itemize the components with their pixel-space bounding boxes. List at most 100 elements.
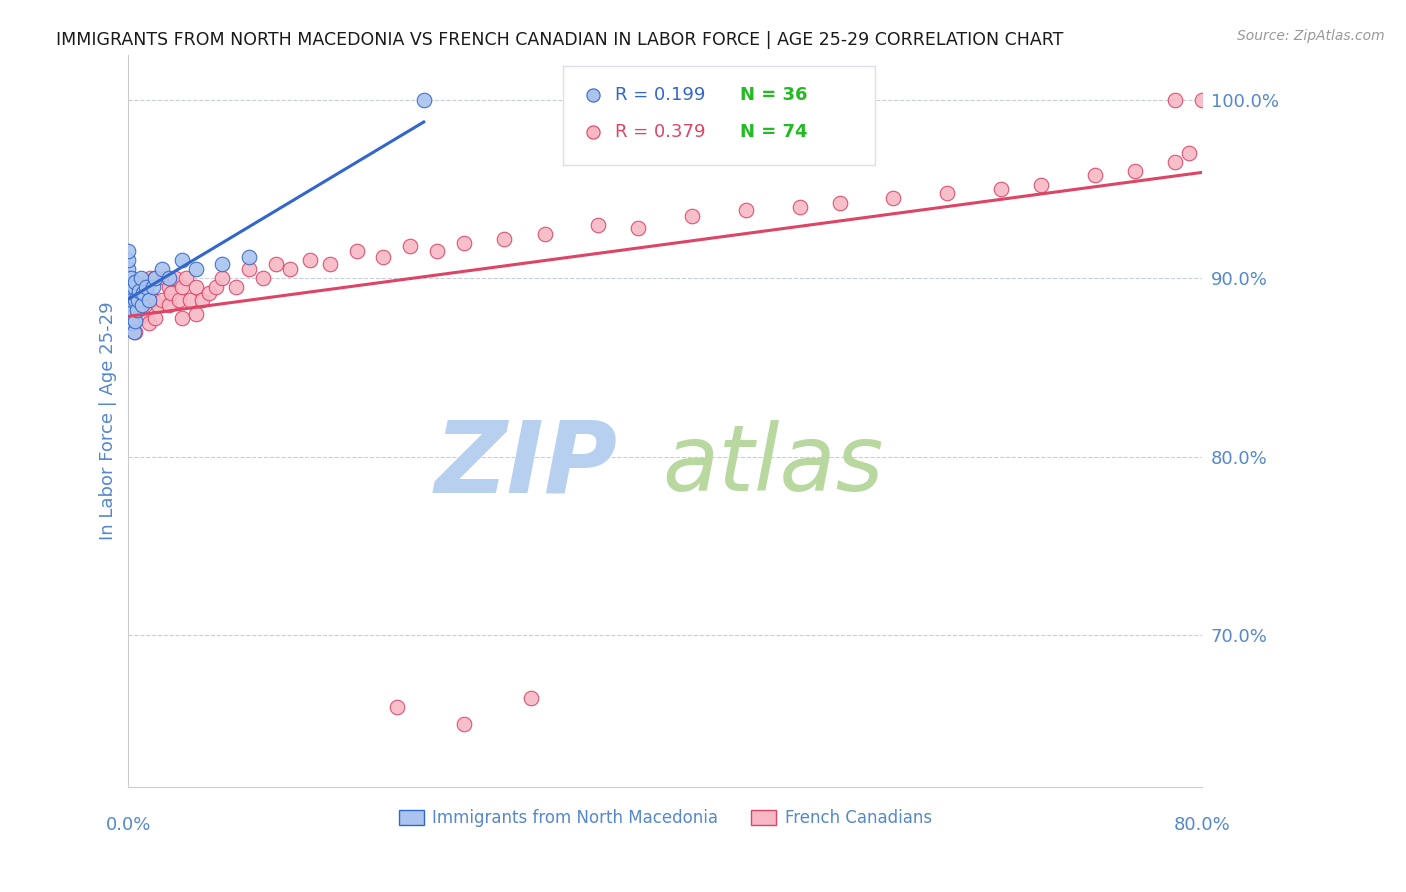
Point — [131, 285, 153, 300]
Point — [204, 280, 226, 294]
Point — [346, 244, 368, 259]
Point — [118, 280, 141, 294]
Point — [127, 293, 149, 307]
Point — [412, 93, 434, 107]
Point — [139, 271, 162, 285]
Point — [699, 191, 721, 205]
Point — [298, 253, 321, 268]
Point — [225, 280, 247, 294]
Point — [135, 284, 157, 298]
Point — [138, 293, 160, 307]
Point — [124, 314, 146, 328]
Point — [399, 239, 422, 253]
Point — [179, 293, 201, 307]
Point — [1164, 93, 1187, 107]
Point — [172, 310, 194, 325]
Point — [132, 285, 155, 300]
Point — [373, 250, 395, 264]
Point — [153, 271, 176, 285]
Point — [238, 250, 260, 264]
Point — [211, 271, 233, 285]
Point — [150, 262, 173, 277]
Point — [142, 280, 165, 294]
Point — [494, 232, 516, 246]
Point — [169, 293, 191, 307]
Point — [627, 221, 650, 235]
Point — [157, 280, 180, 294]
Point — [117, 293, 139, 307]
Point — [131, 298, 153, 312]
Point — [160, 285, 183, 300]
Point — [586, 218, 609, 232]
Point — [278, 262, 301, 277]
Point — [131, 307, 153, 321]
Point — [174, 271, 197, 285]
Point — [1164, 155, 1187, 169]
Text: 80.0%: 80.0% — [1174, 816, 1230, 834]
Point — [122, 307, 145, 321]
Point — [936, 186, 959, 200]
Point — [122, 325, 145, 339]
Point — [129, 280, 152, 294]
Point — [157, 298, 180, 312]
Text: R = 0.199: R = 0.199 — [614, 87, 706, 104]
Point — [264, 257, 287, 271]
Point — [157, 271, 180, 285]
Point — [117, 271, 139, 285]
Point — [138, 316, 160, 330]
Point — [191, 293, 214, 307]
Point — [121, 316, 143, 330]
Text: N = 36: N = 36 — [741, 87, 808, 104]
Point — [143, 271, 166, 285]
Text: R = 0.379: R = 0.379 — [614, 123, 706, 141]
Point — [882, 191, 904, 205]
Point — [1191, 93, 1213, 107]
Point — [453, 235, 475, 250]
Point — [1177, 146, 1199, 161]
Point — [385, 699, 408, 714]
FancyBboxPatch shape — [564, 66, 875, 165]
Point — [117, 307, 139, 321]
Point — [453, 717, 475, 731]
Point — [184, 262, 207, 277]
Point — [128, 310, 150, 325]
Point — [120, 285, 142, 300]
Y-axis label: In Labor Force | Age 25-29: In Labor Force | Age 25-29 — [100, 301, 117, 541]
Text: 0.0%: 0.0% — [105, 816, 152, 834]
Point — [238, 262, 260, 277]
Point — [828, 196, 851, 211]
Point — [117, 262, 139, 277]
Legend: Immigrants from North Macedonia, French Canadians: Immigrants from North Macedonia, French … — [392, 802, 939, 833]
Text: N = 74: N = 74 — [741, 123, 808, 141]
Point — [319, 257, 342, 271]
Point — [150, 293, 173, 307]
Point — [172, 280, 194, 294]
Point — [146, 298, 169, 312]
Point — [121, 293, 143, 307]
Point — [124, 325, 146, 339]
Point — [129, 271, 152, 285]
Point — [252, 271, 274, 285]
Point — [211, 257, 233, 271]
Text: atlas: atlas — [662, 420, 883, 510]
Point — [120, 271, 142, 285]
Text: Source: ZipAtlas.com: Source: ZipAtlas.com — [1237, 29, 1385, 43]
Point — [135, 280, 157, 294]
Point — [990, 182, 1012, 196]
Point — [184, 307, 207, 321]
Point — [118, 310, 141, 325]
Point — [699, 280, 721, 294]
Point — [184, 280, 207, 294]
Text: ZIP: ZIP — [434, 417, 617, 514]
Point — [124, 293, 146, 307]
Point — [1084, 168, 1107, 182]
Point — [117, 253, 139, 268]
Point — [125, 303, 148, 318]
Point — [117, 284, 139, 298]
Point — [1123, 164, 1146, 178]
Point — [121, 293, 143, 307]
Point — [120, 316, 142, 330]
Point — [117, 244, 139, 259]
Point — [533, 227, 555, 241]
Point — [124, 275, 146, 289]
